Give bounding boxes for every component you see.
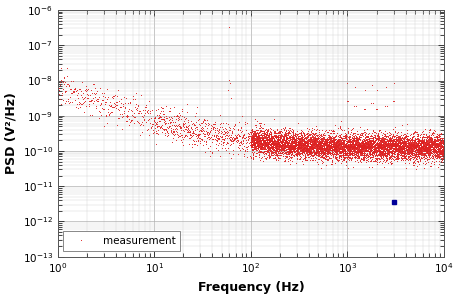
measurement <box>442 144 447 148</box>
measurement <box>368 143 373 146</box>
measurement <box>406 145 412 148</box>
measurement <box>341 146 347 149</box>
measurement <box>158 128 163 131</box>
measurement <box>428 156 433 159</box>
measurement <box>55 98 60 102</box>
measurement <box>414 168 419 171</box>
measurement <box>290 142 296 146</box>
X-axis label: Frequency (Hz): Frequency (Hz) <box>197 281 304 294</box>
Line: measurement: measurement <box>57 28 444 170</box>
Legend: measurement: measurement <box>63 231 180 252</box>
measurement <box>227 27 232 30</box>
Y-axis label: PSD (V²/Hz): PSD (V²/Hz) <box>4 92 17 174</box>
